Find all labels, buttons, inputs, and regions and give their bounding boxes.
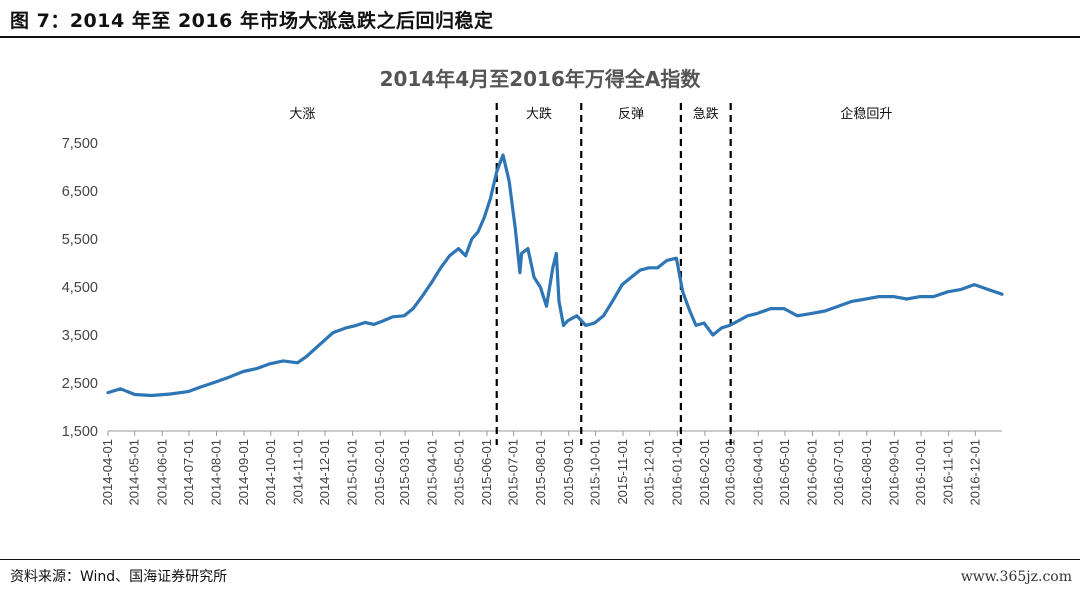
x-tick-label: 2014-10-01 bbox=[263, 439, 278, 506]
x-tick-label: 2014-08-01 bbox=[209, 439, 224, 506]
phase-label: 大跌 bbox=[526, 106, 552, 122]
x-tick-label: 2015-06-01 bbox=[479, 439, 494, 506]
chart-title: 2014年4月至2016年万得全A指数 bbox=[379, 67, 701, 91]
figure-header: 图 7：2014 年至 2016 年市场大涨急跌之后回归稳定 bbox=[10, 10, 494, 32]
x-tick-label: 2014-09-01 bbox=[236, 439, 251, 506]
phase-labels: 大涨 大跌 反弹 急跌 企稳回升 bbox=[289, 106, 892, 122]
x-tick-label: 2014-07-01 bbox=[181, 439, 196, 506]
x-tick-label: 2015-12-01 bbox=[642, 439, 657, 506]
y-tick-label: 1,500 bbox=[62, 424, 98, 440]
y-tick-label: 5,500 bbox=[62, 232, 98, 248]
x-tick-label: 2016-11-01 bbox=[941, 439, 956, 505]
series-layer bbox=[106, 153, 1004, 398]
x-tick-label: 2016-06-01 bbox=[805, 439, 820, 506]
phase-label: 反弹 bbox=[618, 107, 644, 122]
x-tick-label: 2014-04-01 bbox=[100, 439, 115, 506]
x-tick-label: 2014-12-01 bbox=[317, 439, 332, 506]
y-tick-label: 2,500 bbox=[62, 376, 98, 392]
y-axis: 1,500 2,500 3,500 4,500 5,500 6,500 7,500 bbox=[62, 136, 98, 440]
header-rule bbox=[0, 36, 1080, 38]
x-tick-label: 2015-03-01 bbox=[397, 439, 412, 506]
footer-rule bbox=[0, 559, 1080, 560]
x-tick-label: 2016-12-01 bbox=[967, 439, 982, 506]
y-tick-label: 7,500 bbox=[62, 136, 98, 152]
x-tick-label: 2016-01-01 bbox=[669, 439, 684, 506]
x-tick-label: 2016-08-01 bbox=[859, 439, 874, 506]
x-tick-label: 2015-09-01 bbox=[561, 439, 576, 506]
series-line bbox=[106, 153, 1004, 398]
x-tick-label: 2015-08-01 bbox=[533, 439, 548, 506]
x-tick-label: 2016-03-01 bbox=[723, 439, 738, 506]
y-tick-label: 6,500 bbox=[62, 184, 98, 200]
y-tick-label: 4,500 bbox=[62, 280, 98, 296]
phase-label: 大涨 bbox=[289, 107, 315, 122]
x-tick-label: 2014-06-01 bbox=[154, 439, 169, 506]
x-tick-label: 2015-02-01 bbox=[372, 439, 387, 506]
x-tick-label: 2015-05-01 bbox=[451, 439, 466, 506]
x-tick-label: 2015-07-01 bbox=[506, 439, 521, 506]
x-tick-label: 2016-10-01 bbox=[913, 439, 928, 506]
x-tick-label: 2014-05-01 bbox=[127, 439, 142, 506]
phase-label: 企稳回升 bbox=[840, 106, 892, 122]
x-tick-label: 2015-10-01 bbox=[587, 439, 602, 506]
x-tick-label: 2016-07-01 bbox=[831, 439, 846, 506]
y-tick-label: 3,500 bbox=[62, 328, 98, 344]
watermark: www.365jz.com bbox=[960, 569, 1072, 585]
x-tick-label: 2016-02-01 bbox=[697, 439, 712, 506]
x-tick-label: 2016-04-01 bbox=[750, 439, 765, 506]
x-tick-label: 2014-11-01 bbox=[290, 439, 305, 505]
x-tick-label: 2016-09-01 bbox=[886, 439, 901, 506]
x-tick-label: 2015-01-01 bbox=[345, 439, 360, 506]
phase-label: 急跌 bbox=[693, 106, 719, 122]
x-tick-label: 2015-04-01 bbox=[425, 439, 440, 506]
source-note: 资料来源：Wind、国海证券研究所 bbox=[10, 569, 228, 585]
x-axis: 2014-04-01 2014-05-01 2014-06-01 2014-07-01… bbox=[100, 430, 1002, 506]
x-tick-label: 2016-05-01 bbox=[777, 439, 792, 506]
x-tick-label: 2015-11-01 bbox=[615, 439, 630, 505]
